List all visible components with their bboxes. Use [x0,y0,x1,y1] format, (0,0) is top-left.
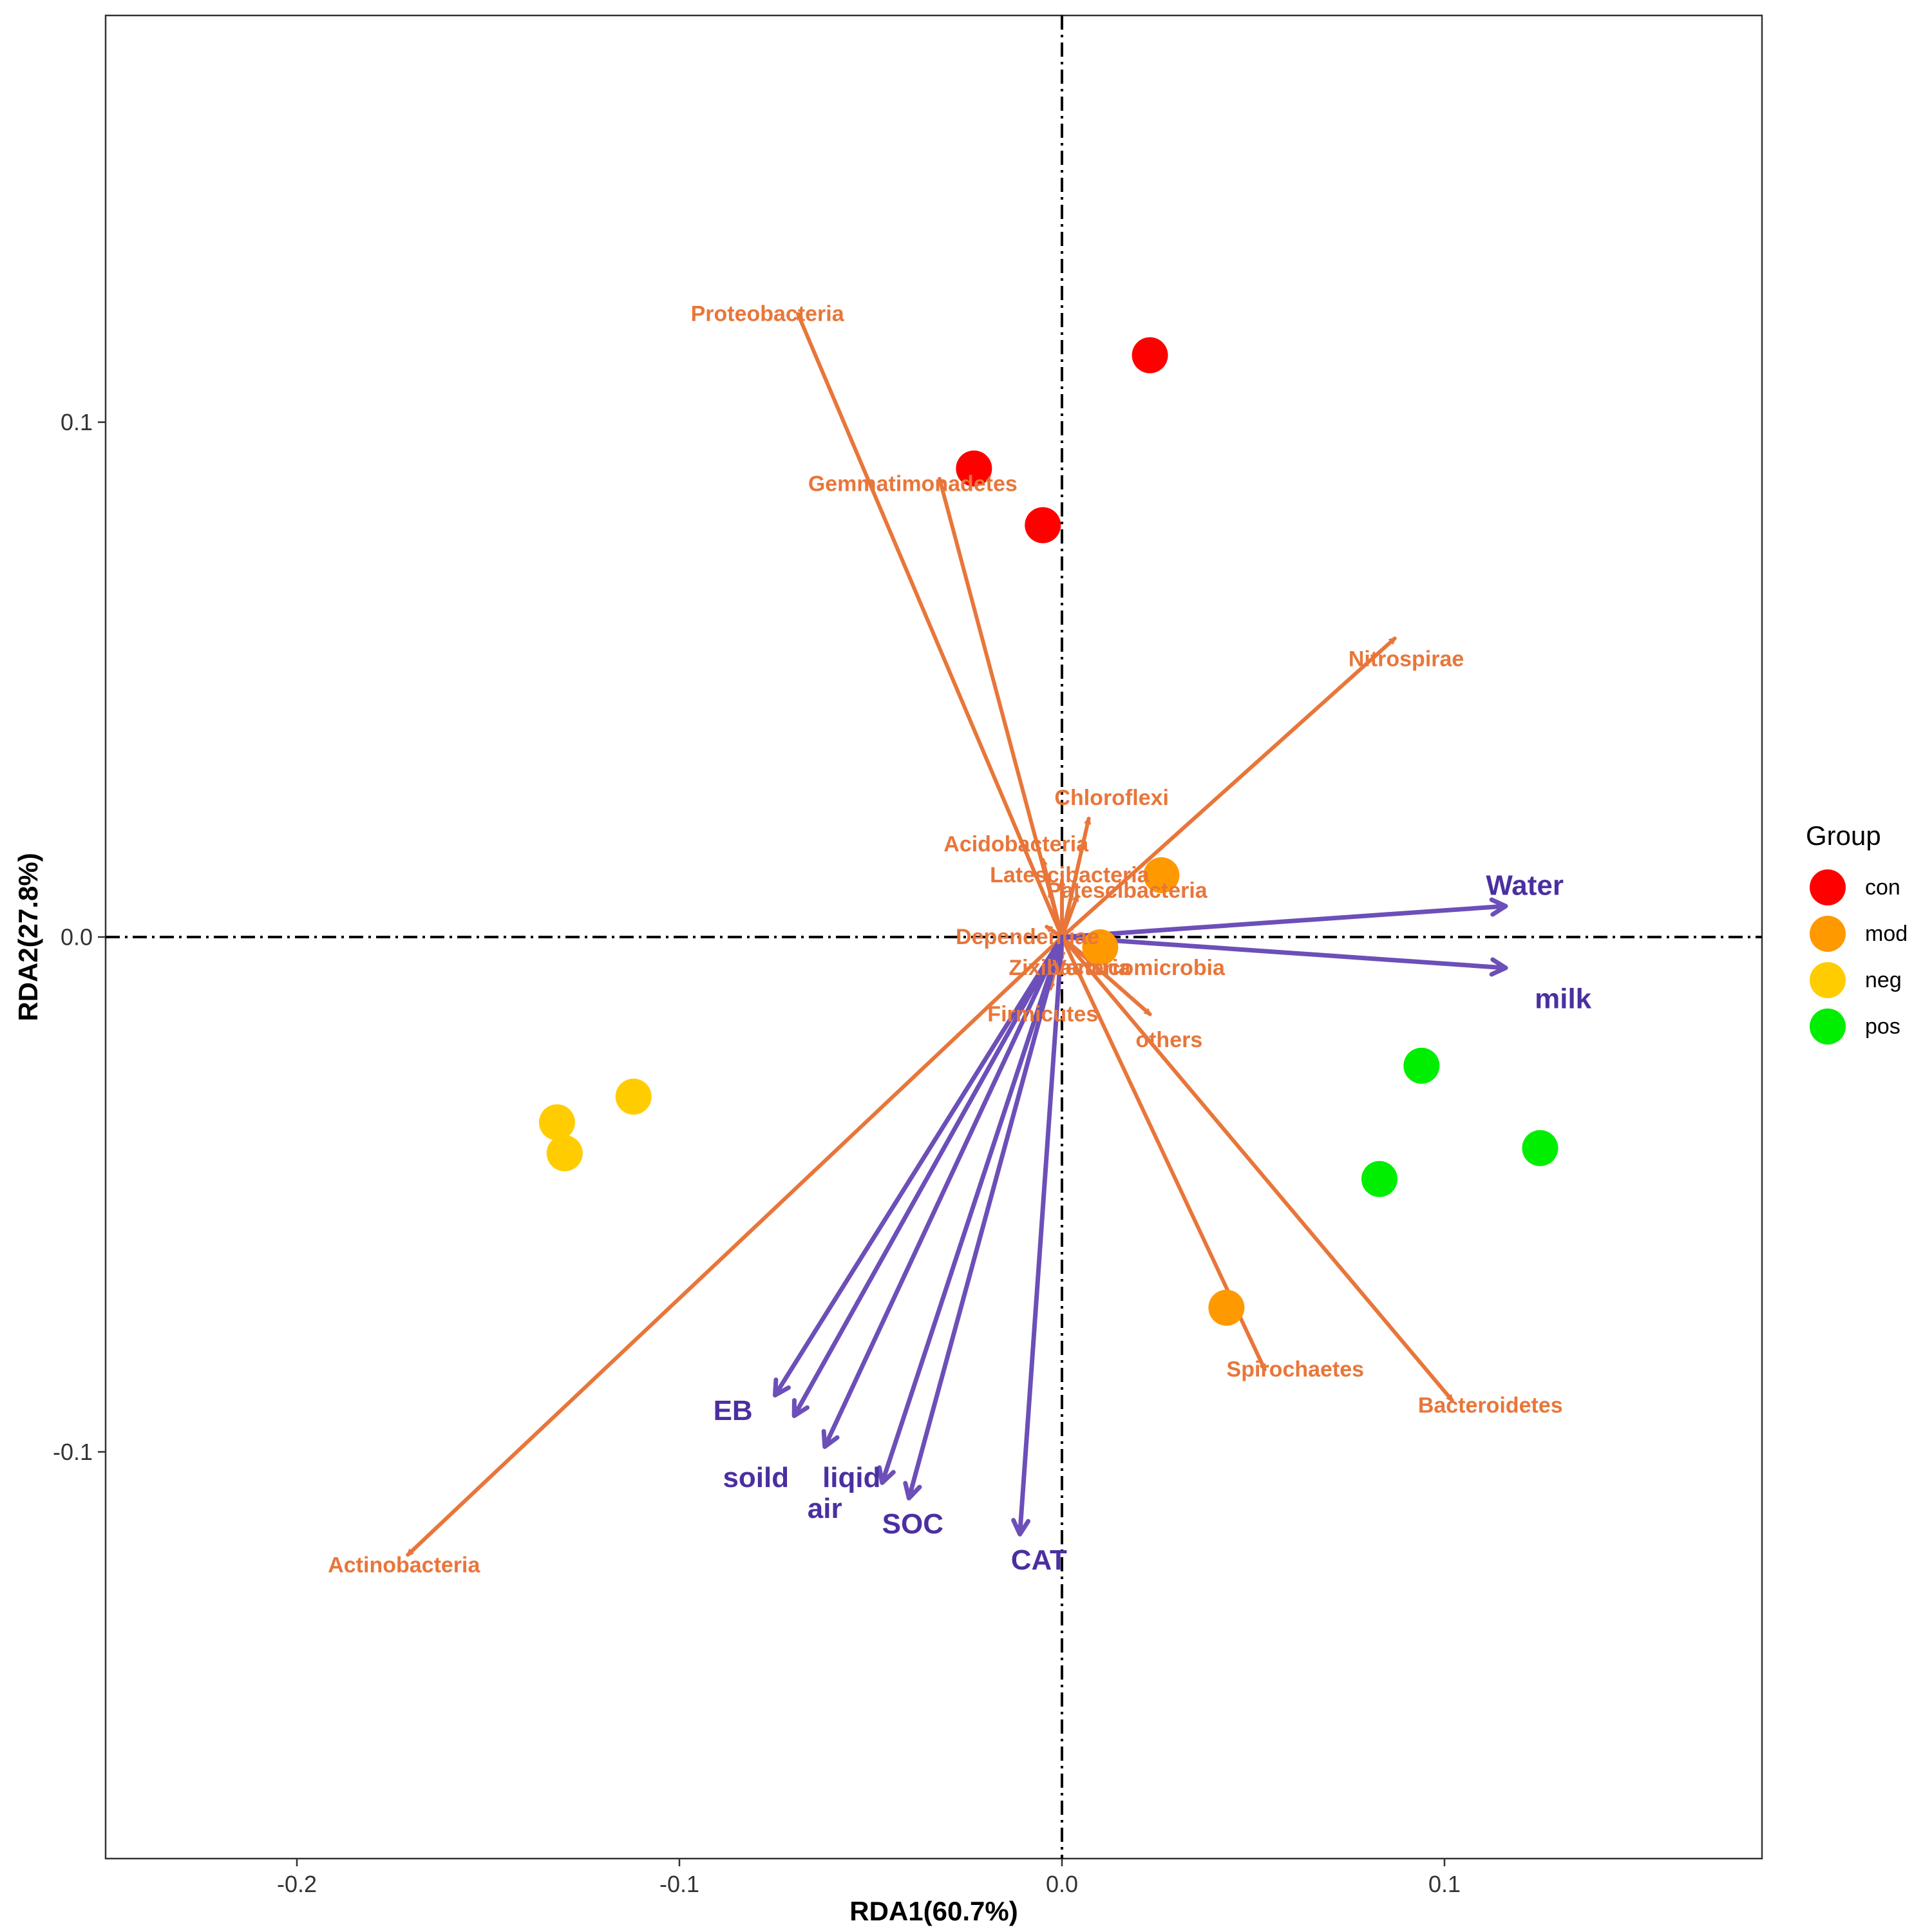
legend-swatch-mod [1810,916,1846,952]
legend-swatch-pos [1810,1009,1846,1045]
env-arrow-eb [772,934,1065,1397]
x-axis: -0.2 -0.1 0.0 0.1 [277,1859,1461,1897]
sample-point-mod-5 [1082,929,1119,965]
legend-label-mod: mod [1865,922,1908,946]
sample-point-neg-9 [546,1135,583,1171]
y-tick-label: 0.0 [61,924,93,951]
env-label-liqid: liqid [822,1462,880,1493]
env-arrow-air [876,934,1065,1485]
legend-swatch-neg [1810,962,1846,998]
legend-title: Group [1806,820,1881,851]
species-label-firmicutes: Firmicutes [987,1002,1098,1027]
y-axis: -0.1 0.0 0.1 [53,409,106,1465]
species-label-spirochaetes: Spirochaetes [1227,1358,1365,1382]
legend-swatch-con [1810,869,1846,905]
env-label-water: Water [1486,870,1564,902]
x-tick-label: -0.2 [277,1871,317,1897]
env-arrow-soild [791,934,1065,1418]
species-arrow-proteobacteria [796,312,1064,939]
env-label-soild: soild [723,1462,789,1493]
species-label-dependentiae: Dependentiae [956,925,1099,949]
species-label-actinobacteria: Actinobacteria [328,1553,480,1577]
x-tick-label: 0.0 [1046,1871,1078,1897]
legend-label-con: con [1865,875,1900,900]
species-arrow-actinobacteria [406,935,1064,1557]
env-arrows [772,897,1508,1537]
sample-point-neg-8 [538,1104,575,1141]
env-label-eb: EB [714,1395,753,1426]
species-label-latescibacteria: Latescibacteria [990,863,1150,887]
species-label-verrucomicrobia: Verrucomicrobia [1052,956,1226,980]
sample-point-con-1 [1132,337,1168,374]
species-arrow-patescibacteria [1059,894,1079,939]
species-arrow-dependentiae [1045,925,1064,939]
env-arrow-cat [1011,934,1065,1537]
y-tick-label: -0.1 [53,1439,93,1465]
y-tick-label: 0.1 [61,409,93,435]
species-label-zixibacteria: Zixibacteria [1009,956,1131,980]
sample-points [538,337,1558,1326]
env-arrow-water [1059,897,1508,940]
sample-point-pos-10 [1403,1047,1440,1084]
species-label-chloroflexi: Chloroflexi [1054,786,1169,810]
legend: Group con mod neg pos [1806,820,1908,1045]
species-label-patescibacteria: Patescibacteria [1046,878,1208,903]
env-arrow-liqid [821,934,1065,1449]
sample-point-con-3 [1025,507,1061,544]
env-label-air: air [808,1493,842,1524]
species-label-nitrospirae: Nitrospirae [1349,647,1464,671]
legend-label-pos: pos [1865,1014,1900,1039]
species-label-others: others [1135,1028,1202,1052]
x-tick-label: -0.1 [659,1871,699,1897]
species-arrow-nitrospirae [1059,636,1397,939]
species-label-bacteroidetes: Bacteroidetes [1418,1393,1563,1417]
env-label-milk: milk [1535,983,1592,1014]
x-tick-label: 0.1 [1428,1871,1461,1897]
species-label-proteobacteria: Proteobacteria [691,302,845,327]
sample-point-con-2 [956,450,992,487]
species-arrow-acidobacteria [1043,858,1064,939]
species-labels: Proteobacteria Gemmatimonadetes Nitrospira… [328,302,1562,1578]
species-label-acidobacteria: Acidobacteria [943,832,1089,857]
sample-point-mod-4 [1143,857,1180,894]
species-arrow-chloroflexi [1059,817,1089,939]
species-arrow-bacteroidetes [1059,935,1454,1403]
sample-point-pos-12 [1361,1160,1398,1197]
x-axis-title: RDA1(60.7%) [849,1896,1018,1926]
env-label-soc: SOC [882,1508,943,1540]
sample-point-pos-11 [1522,1130,1558,1166]
species-arrow-others [1059,935,1152,1016]
sample-point-neg-7 [615,1078,652,1115]
species-label-gemmatimonadetes: Gemmatimonadetes [808,471,1018,496]
legend-label-neg: neg [1865,968,1902,992]
species-arrows [406,312,1454,1557]
y-axis-title: RDA2(27.8%) [13,853,43,1021]
env-label-cat: CAT [1011,1544,1067,1576]
env-arrow-milk [1059,934,1508,977]
sample-point-mod-6 [1208,1289,1245,1326]
env-arrow-soc [903,934,1065,1501]
